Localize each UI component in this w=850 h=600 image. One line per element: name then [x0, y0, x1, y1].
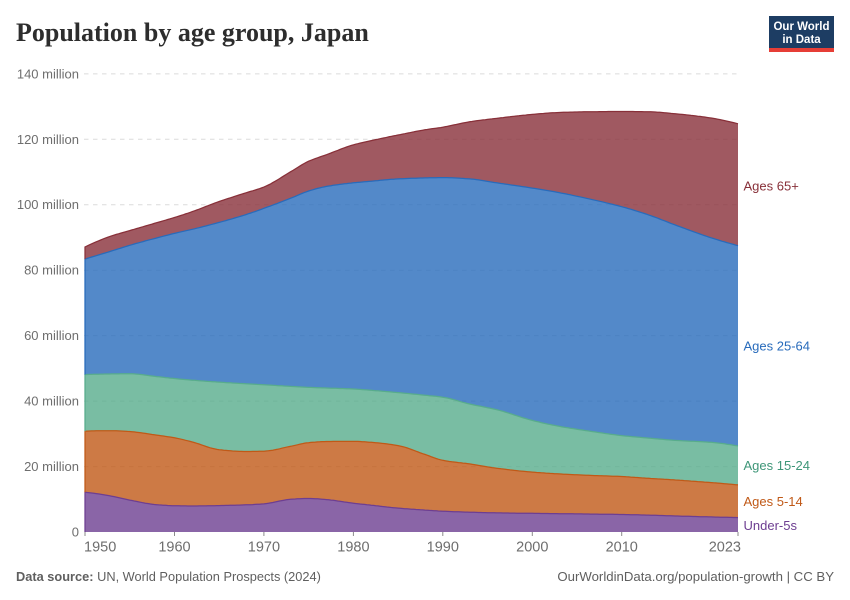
svg-text:Under-5s: Under-5s	[744, 518, 798, 533]
svg-text:2000: 2000	[516, 540, 548, 556]
svg-text:2010: 2010	[606, 540, 638, 556]
svg-text:60 million: 60 million	[24, 328, 79, 343]
svg-text:Ages 25-64: Ages 25-64	[744, 338, 811, 353]
svg-text:Ages 5-14: Ages 5-14	[744, 494, 803, 509]
svg-text:20 million: 20 million	[24, 459, 79, 474]
svg-text:1990: 1990	[427, 540, 459, 556]
svg-text:2023: 2023	[709, 540, 741, 556]
svg-text:1960: 1960	[158, 540, 190, 556]
svg-text:Ages 15-24: Ages 15-24	[744, 458, 811, 473]
svg-text:Ages 65+: Ages 65+	[744, 179, 799, 194]
svg-text:80 million: 80 million	[24, 263, 79, 278]
svg-text:1950: 1950	[84, 540, 116, 556]
svg-text:0: 0	[72, 525, 79, 540]
svg-text:100 million: 100 million	[17, 197, 79, 212]
svg-text:120 million: 120 million	[17, 132, 79, 147]
svg-text:40 million: 40 million	[24, 394, 79, 409]
svg-text:140 million: 140 million	[17, 66, 79, 81]
svg-text:1970: 1970	[248, 540, 280, 556]
svg-text:1980: 1980	[337, 540, 369, 556]
